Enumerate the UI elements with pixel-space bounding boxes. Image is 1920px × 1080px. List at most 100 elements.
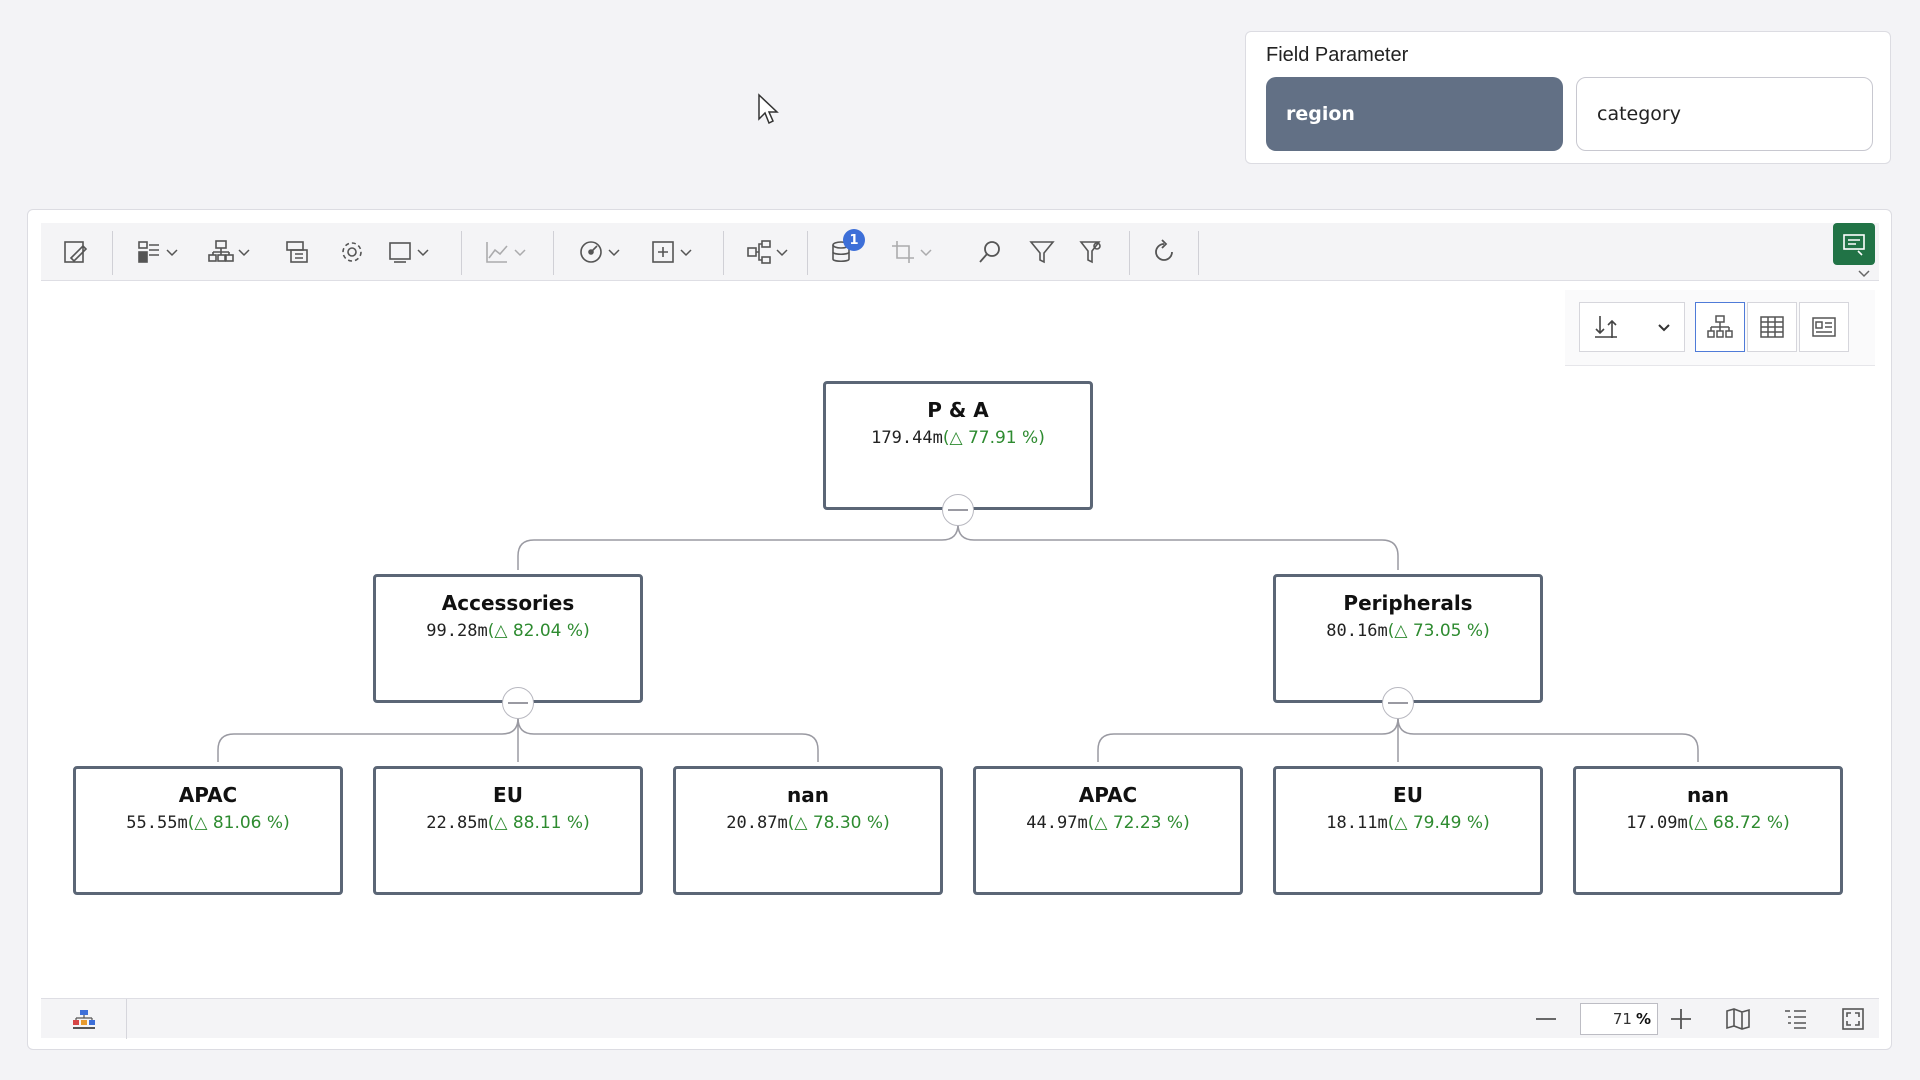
bottom-bar: 71% (41, 998, 1879, 1039)
node-delta: 82.04 % (512, 621, 584, 641)
map-icon[interactable] (1718, 999, 1758, 1039)
expand-direction-dropdown[interactable] (1579, 302, 1685, 352)
node-delta: 77.91 % (967, 428, 1039, 448)
node-value-line: 179.44m(△ 77.91 %) (871, 428, 1045, 448)
legend-icon (72, 1010, 95, 1029)
layout-icon[interactable] (135, 223, 179, 281)
toolbar: 1 (41, 223, 1879, 281)
chevron-down-icon (238, 249, 250, 257)
table-icon (1760, 316, 1784, 338)
param-option-region[interactable]: region (1266, 77, 1563, 151)
node-value-line: 18.11m(△ 79.49 %) (1326, 813, 1490, 833)
node-delta: 73.05 % (1412, 621, 1484, 641)
tree-node-leaf[interactable]: nan 17.09m(△ 68.72 %) (1573, 766, 1843, 895)
tree-node-leaf[interactable]: APAC 44.97m(△ 72.23 %) (973, 766, 1243, 895)
filter-options-icon[interactable] (1077, 223, 1105, 281)
toolbar-separator (112, 231, 113, 275)
crop-icon[interactable] (889, 223, 933, 281)
node-value: 80.16m (1326, 621, 1388, 641)
chevron-down-icon (1658, 324, 1670, 332)
chevron-down-icon (776, 249, 788, 257)
node-value-line: 99.28m(△ 82.04 %) (426, 621, 590, 641)
toolbar-separator (1198, 231, 1199, 275)
zoom-unit: % (1635, 1010, 1651, 1028)
tree-layout-icon[interactable] (745, 223, 789, 281)
tree-node-root[interactable]: P & A 179.44m(△ 77.91 %) (823, 381, 1093, 510)
node-value: 44.97m (1026, 813, 1088, 833)
node-value-line: 44.97m(△ 72.23 %) (1026, 813, 1190, 833)
zoom-in-button[interactable] (1661, 999, 1701, 1039)
node-delta: 88.11 % (512, 813, 584, 833)
node-value-line: 20.87m(△ 78.30 %) (726, 813, 890, 833)
collapse-button-accessories[interactable] (502, 687, 534, 719)
add-box-icon[interactable] (649, 223, 693, 281)
node-value: 179.44m (871, 428, 943, 448)
table-view-button[interactable] (1747, 302, 1797, 352)
toolbar-separator (553, 231, 554, 275)
org-chart-icon (1707, 315, 1733, 338)
card-view-button[interactable] (1799, 302, 1849, 352)
node-title: nan (787, 783, 829, 807)
export-button[interactable] (1833, 223, 1875, 265)
frame-icon[interactable] (386, 223, 430, 281)
node-value-line: 22.85m(△ 88.11 %) (426, 813, 590, 833)
zoom-input[interactable]: 71% (1580, 1003, 1658, 1035)
view-switcher (1565, 290, 1875, 366)
node-delta: 81.06 % (212, 813, 284, 833)
legend-button[interactable] (41, 999, 127, 1039)
fullscreen-icon[interactable] (1833, 999, 1873, 1039)
chevron-down-icon (608, 249, 620, 257)
field-parameter-title: Field Parameter (1266, 44, 1409, 66)
tree-node-leaf[interactable]: nan 20.87m(△ 78.30 %) (673, 766, 943, 895)
edit-icon[interactable] (61, 223, 89, 281)
database-icon[interactable]: 1 (829, 223, 865, 281)
chart-icon[interactable] (483, 223, 527, 281)
chevron-down-icon (417, 249, 429, 257)
collapse-button-peripherals[interactable] (1382, 687, 1414, 719)
collapse-button-root[interactable] (942, 494, 974, 526)
node-value: 17.09m (1626, 813, 1688, 833)
copy-icon[interactable] (283, 223, 311, 281)
node-delta: 68.72 % (1712, 813, 1784, 833)
toolbar-separator (723, 231, 724, 275)
node-title: Peripherals (1343, 591, 1473, 615)
refresh-icon[interactable] (1150, 223, 1178, 281)
minus-icon (1536, 1018, 1556, 1020)
list-tree-icon[interactable] (1775, 999, 1815, 1039)
export-icon (1843, 234, 1865, 256)
param-option-category[interactable]: category (1576, 77, 1873, 151)
tree-node-peripherals[interactable]: Peripherals 80.16m(△ 73.05 %) (1273, 574, 1543, 703)
chevron-down-icon (166, 249, 178, 257)
tree-node-leaf[interactable]: EU 22.85m(△ 88.11 %) (373, 766, 643, 895)
toolbar-separator (1129, 231, 1130, 275)
gear-icon[interactable] (338, 223, 366, 281)
hierarchy-icon[interactable] (207, 223, 251, 281)
toolbar-separator (807, 231, 808, 275)
node-value-line: 17.09m(△ 68.72 %) (1626, 813, 1790, 833)
chevron-down-icon (680, 249, 692, 257)
gauge-icon[interactable] (577, 223, 621, 281)
node-value: 18.11m (1326, 813, 1388, 833)
search-icon[interactable] (976, 223, 1004, 281)
node-title: EU (1393, 783, 1423, 807)
zoom-out-button[interactable] (1526, 999, 1566, 1039)
tree-node-accessories[interactable]: Accessories 99.28m(△ 82.04 %) (373, 574, 643, 703)
chevron-down-icon (514, 249, 526, 257)
tree-view-button[interactable] (1695, 302, 1745, 352)
node-title: nan (1687, 783, 1729, 807)
chevron-down-icon (920, 249, 932, 257)
node-delta: 78.30 % (812, 813, 884, 833)
tree-node-leaf[interactable]: APAC 55.55m(△ 81.06 %) (73, 766, 343, 895)
card-icon (1812, 317, 1836, 337)
node-title: P & A (927, 398, 989, 422)
chevron-down-icon[interactable] (1857, 269, 1871, 282)
tree-node-leaf[interactable]: EU 18.11m(△ 79.49 %) (1273, 766, 1543, 895)
plus-icon (1671, 1009, 1691, 1029)
node-value: 20.87m (726, 813, 788, 833)
zoom-value: 71 (1612, 1010, 1632, 1028)
decomposition-tree-visual: 1 (27, 209, 1892, 1050)
toolbar-separator (461, 231, 462, 275)
node-value: 99.28m (426, 621, 488, 641)
filter-icon[interactable] (1028, 223, 1056, 281)
node-title: APAC (178, 783, 238, 807)
